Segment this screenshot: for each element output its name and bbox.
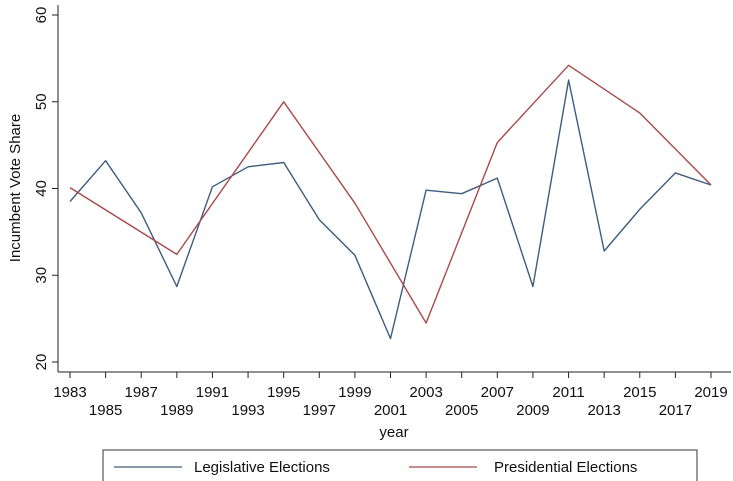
series-lines [69,64,712,340]
x-tick-label: 2005 [445,402,478,419]
y-axis-title: Incumbent Vote Share [7,114,24,262]
y-tick-label: 60 [33,7,50,24]
x-tick-label: 2015 [623,384,656,401]
x-tick-label: 2011 [552,384,584,401]
x-tick-label: 2017 [659,402,692,419]
plot-frame [57,5,731,373]
y-tick-label: 30 [33,267,50,284]
x-tick-label: 1985 [89,402,122,419]
legend: Legislative Elections Presidential Elect… [102,449,698,481]
y-tick-label: 40 [33,180,50,197]
legend-label-legislative: Legislative Elections [194,459,330,476]
x-axis-title: year [379,424,408,441]
x-tick-label: 1999 [338,384,371,401]
legend-label-presidential: Presidential Elections [494,459,637,476]
legend-box [102,449,698,481]
series-line-legislative [69,79,712,340]
x-tick-label: 2009 [516,402,549,419]
x-tick-label: 2013 [587,402,620,419]
x-tick-label: 1997 [303,402,336,419]
x-tick-label: 2019 [694,384,727,401]
x-tick-label: 1995 [267,384,300,401]
series-line-presidential [69,64,712,324]
x-tick-label: 2003 [409,384,442,401]
x-tick-label: 1993 [231,402,264,419]
x-tick-label: 1983 [53,384,86,401]
x-tick-label: 1987 [125,384,158,401]
y-tick-label: 20 [33,354,50,371]
x-tick-label: 2007 [481,384,514,401]
x-tick-label: 1989 [160,402,193,419]
y-axis-ticks: 20 30 40 50 60 [33,7,58,371]
x-tick-label: 2001 [374,402,407,419]
x-axis-ticks: 1983198519871989199119931995199719992001… [53,372,728,419]
x-tick-label: 1991 [196,384,229,401]
y-tick-label: 50 [33,93,50,110]
